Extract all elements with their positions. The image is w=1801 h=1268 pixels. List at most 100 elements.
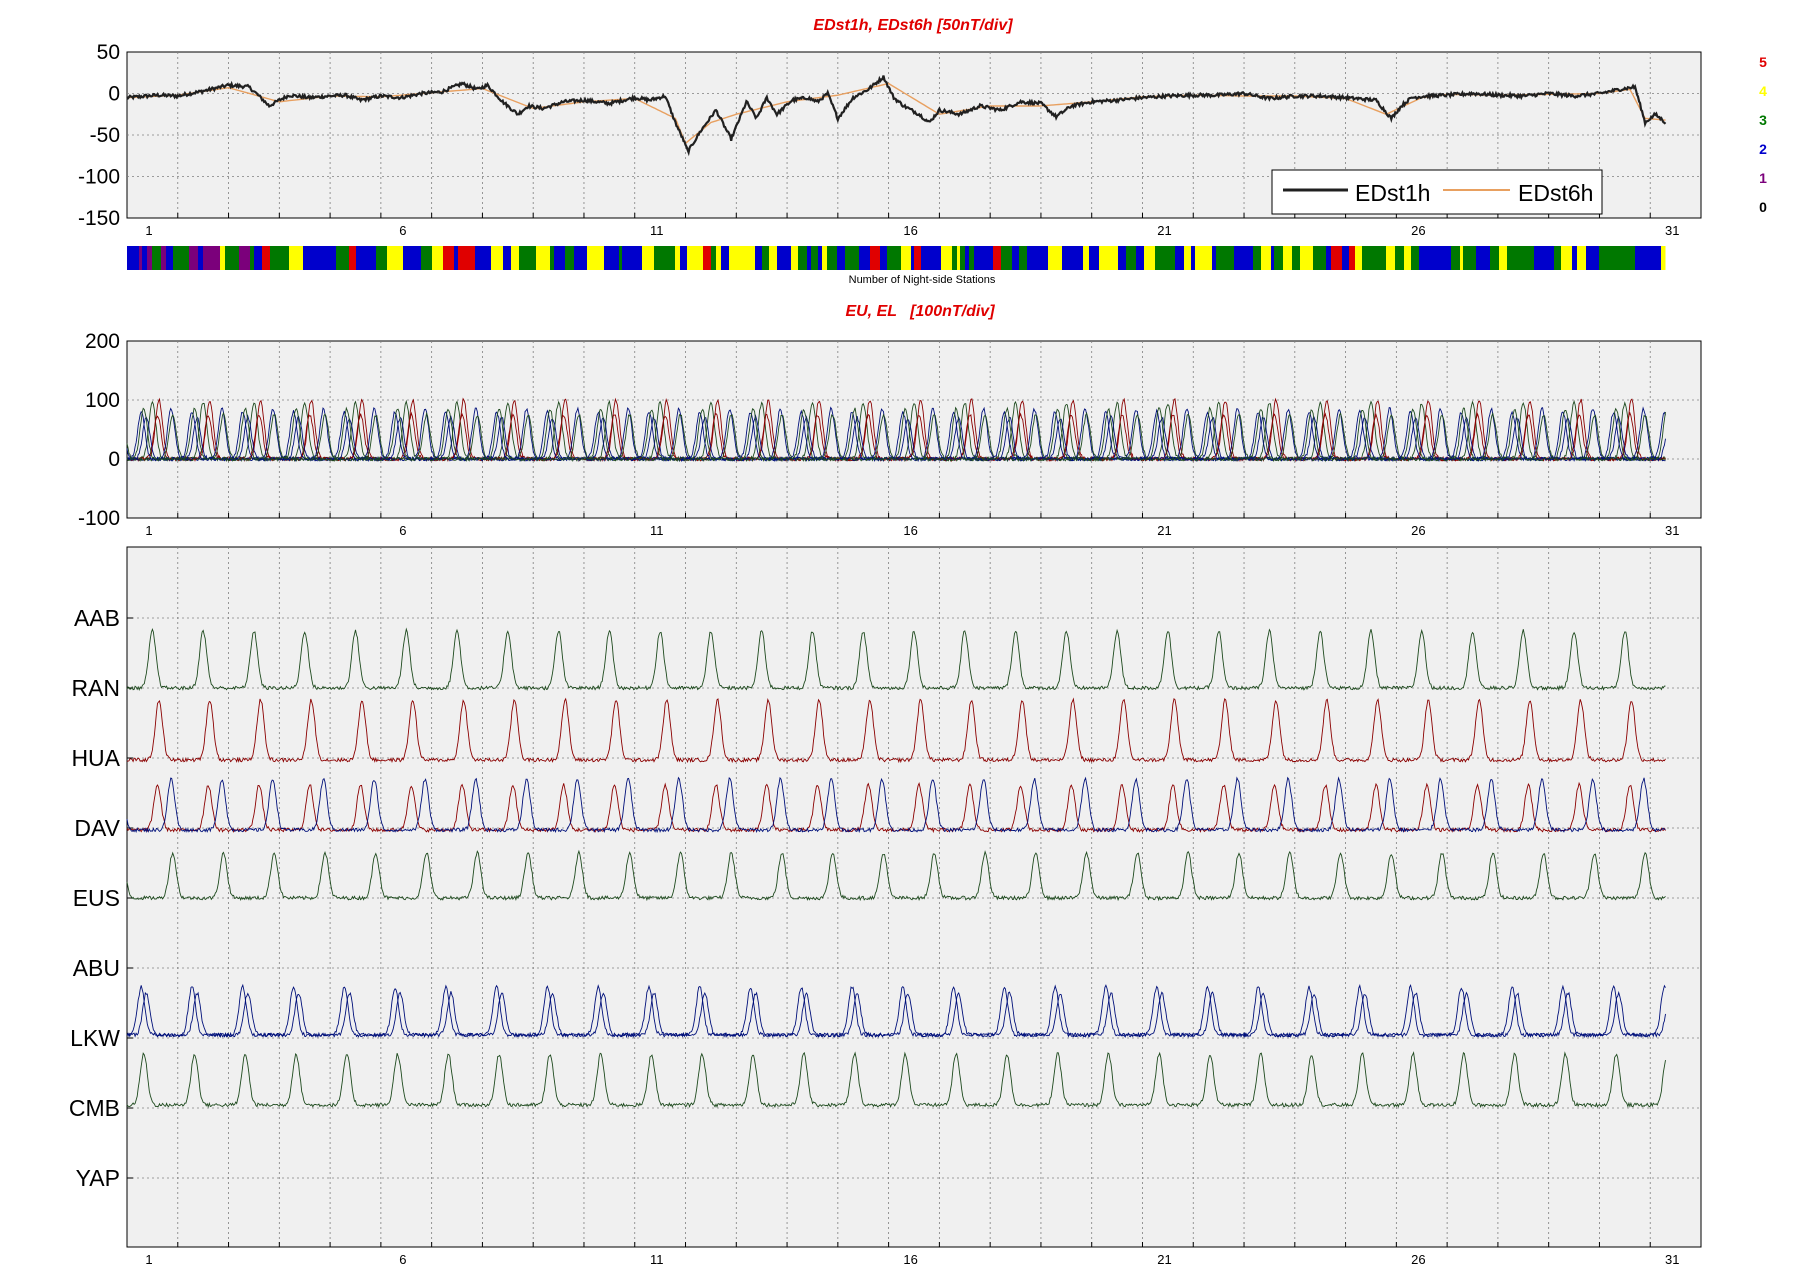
edst-series-lines <box>126 75 1667 157</box>
strip-segment <box>1305 246 1313 270</box>
strip-segment <box>887 246 890 270</box>
x-tick-label: 21 <box>1157 1252 1171 1267</box>
strip-segment <box>220 246 225 270</box>
strip-segment <box>1419 246 1428 270</box>
strip-segment <box>969 246 974 270</box>
strip-segment <box>687 246 691 270</box>
strip-segment <box>859 246 870 270</box>
strip-segment <box>1428 246 1431 270</box>
strip-segment <box>259 246 262 270</box>
strip-segment <box>654 246 662 270</box>
strip-segment <box>179 246 189 270</box>
strip-segment <box>209 246 220 270</box>
y-tick-label: -150 <box>78 207 120 230</box>
strip-segment <box>952 246 957 270</box>
strip-segment <box>1253 246 1256 270</box>
strip-segment <box>1152 246 1155 270</box>
strip-segment <box>254 246 259 270</box>
strip-segment <box>725 246 729 270</box>
stack-trace-lkw <box>126 983 1666 1039</box>
strip-segment <box>901 246 911 270</box>
strip-segment <box>550 246 554 270</box>
stack-trace-cmb <box>126 1051 1666 1109</box>
stack-trace-eus <box>126 849 1666 902</box>
strip-segment <box>1062 246 1068 270</box>
stack-trace-ran <box>126 697 1666 764</box>
strip-segment <box>1009 246 1012 270</box>
strip-segment <box>662 246 668 270</box>
y-tick-label: 50 <box>97 41 120 64</box>
eu-line-cmb <box>126 406 1666 463</box>
strip-segment <box>1463 246 1470 270</box>
x-tick-label: 11 <box>650 223 664 238</box>
strip-segment <box>1499 246 1507 270</box>
strip-segment <box>818 246 822 270</box>
x-tick-label: 16 <box>903 1252 917 1267</box>
strip-segment <box>1526 246 1534 270</box>
count-legend-5: 5 <box>1759 54 1767 70</box>
strip-segment <box>1038 246 1048 270</box>
strip-segment <box>1586 246 1591 270</box>
strip-segment <box>781 246 791 270</box>
station-label-ran: RAN <box>71 675 120 701</box>
strip-segment <box>1108 246 1118 270</box>
edst-panel: 500-50-100-150 1 6 11 16 21 26 31 EDst1h EDst6… <box>78 41 1702 238</box>
strip-segment <box>481 246 491 270</box>
station-label-cmb: CMB <box>69 1095 120 1121</box>
strip-segment <box>890 246 901 270</box>
strip-segment <box>837 246 845 270</box>
strip-segment <box>1635 246 1646 270</box>
strip-segment <box>601 246 604 270</box>
strip-segment <box>941 246 945 270</box>
strip-segment <box>807 246 811 270</box>
strip-segment <box>1001 246 1009 270</box>
strip-segment <box>1372 246 1380 270</box>
count-legend-2: 2 <box>1759 141 1767 157</box>
strip-segment <box>1407 246 1411 270</box>
strip-segment <box>1023 246 1027 270</box>
count-legend-1: 1 <box>1759 170 1767 186</box>
station-label-abu: ABU <box>73 955 120 981</box>
strip-segment <box>721 246 725 270</box>
strip-segment <box>519 246 526 270</box>
strip-segment <box>1349 246 1355 270</box>
y-tick-label: -50 <box>90 124 120 147</box>
strip-segment <box>1386 246 1395 270</box>
legend-edst6h-label: EDst6h <box>1518 180 1593 206</box>
x-tick-label: 11 <box>650 1252 664 1267</box>
strip-segment <box>1118 246 1126 270</box>
count-legend-3: 3 <box>1759 112 1767 128</box>
strip-segment <box>1331 246 1342 270</box>
y-tick-label: 200 <box>85 330 120 353</box>
strip-segment <box>166 246 169 270</box>
y-tick-label: 100 <box>85 389 120 412</box>
strip-segment <box>642 246 651 270</box>
strip-segment <box>1058 246 1062 270</box>
strip-segment <box>503 246 511 270</box>
strip-segment <box>1155 246 1161 270</box>
y-tick-label: 0 <box>108 448 120 471</box>
strip-segment <box>935 246 941 270</box>
strip-segment <box>696 246 703 270</box>
strip-segment <box>421 246 432 270</box>
x-tick-label: 16 <box>903 523 917 538</box>
strip-segment <box>1395 246 1404 270</box>
strip-segment <box>443 246 454 270</box>
strip-segment <box>1486 246 1490 270</box>
strip-segment <box>1144 246 1152 270</box>
night-side-strip: Number of Night-side Stations <box>127 246 1666 286</box>
strip-segment <box>668 246 675 270</box>
strip-segment <box>827 246 837 270</box>
stack-trace-aab <box>126 627 1666 692</box>
strip-segment <box>993 246 1001 270</box>
strip-segment <box>367 246 376 270</box>
strip-segment <box>1072 246 1083 270</box>
strip-segment <box>737 246 745 270</box>
strip-segment <box>1411 246 1419 270</box>
stack-trace-abu <box>126 990 1666 1039</box>
strip-segment <box>293 246 303 270</box>
strip-segment <box>711 246 716 270</box>
station-label-aab: AAB <box>74 605 120 631</box>
strip-segment <box>911 246 914 270</box>
